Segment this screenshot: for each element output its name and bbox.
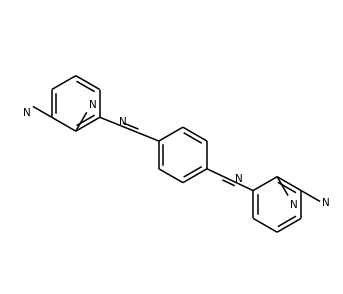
Text: N: N xyxy=(23,108,31,118)
Text: N: N xyxy=(89,100,96,110)
Text: N: N xyxy=(322,198,330,208)
Text: N: N xyxy=(119,117,126,127)
Text: N: N xyxy=(290,200,298,210)
Text: N: N xyxy=(235,174,243,184)
